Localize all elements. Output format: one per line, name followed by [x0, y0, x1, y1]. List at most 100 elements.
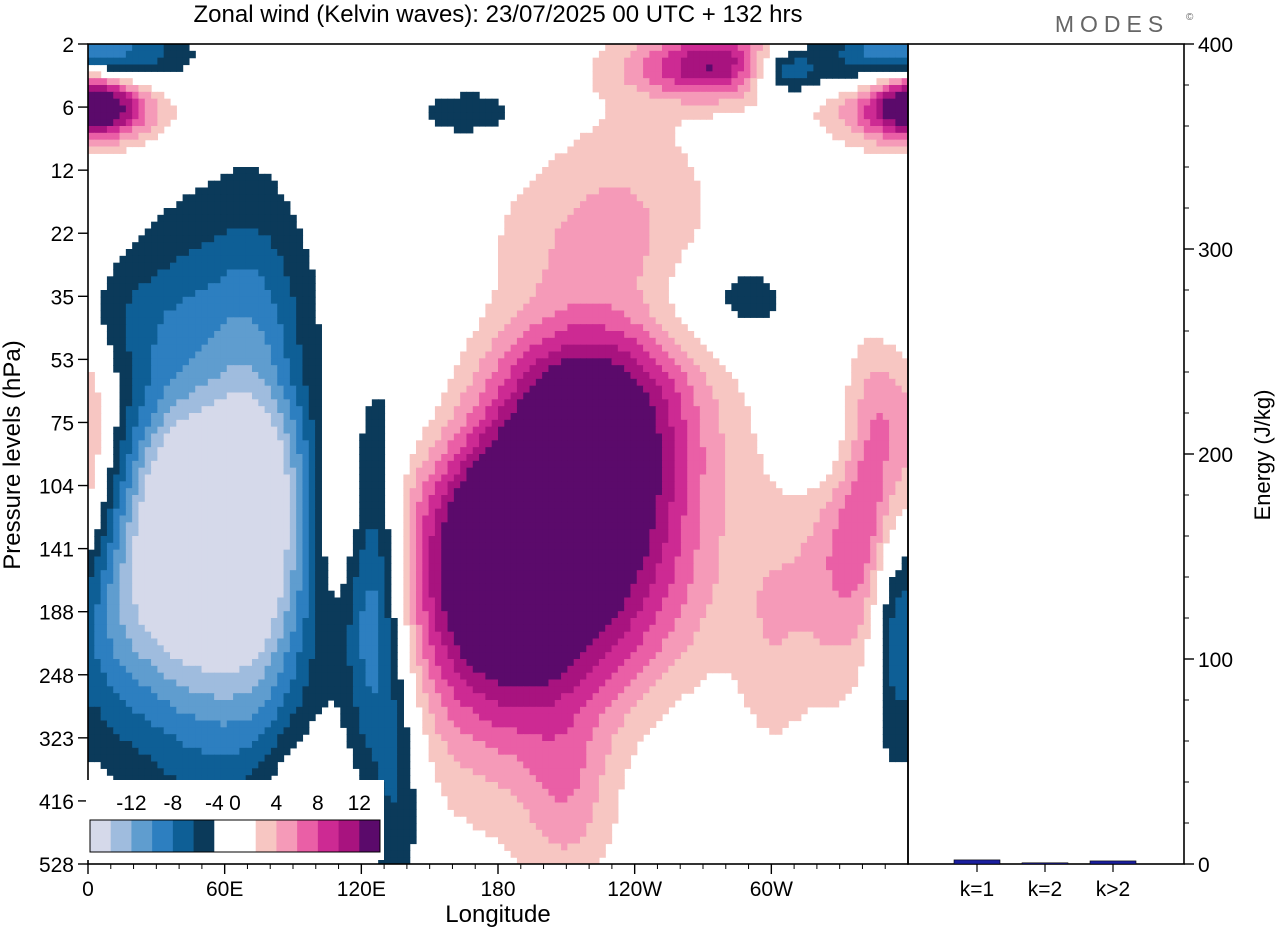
contour-cell — [699, 57, 707, 66]
contour-cell — [378, 481, 386, 489]
contour-cell — [586, 488, 594, 496]
contour-cell — [624, 78, 632, 86]
contour-cell — [838, 488, 846, 496]
contour-cell — [649, 495, 657, 503]
contour-cell — [718, 372, 726, 380]
contour-cell — [182, 372, 190, 380]
contour-cell — [699, 419, 707, 428]
contour-cell — [838, 44, 846, 52]
contour-cell — [624, 515, 632, 523]
contour-cell — [245, 180, 253, 189]
contour-cell — [157, 303, 165, 312]
contour-cell — [819, 71, 827, 79]
contour-cell — [535, 481, 543, 489]
contour-cell — [535, 208, 543, 216]
contour-cell — [100, 303, 108, 312]
contour-cell — [529, 392, 537, 400]
contour-cell — [428, 515, 436, 523]
contour-cell — [542, 358, 550, 366]
contour-cell — [857, 64, 865, 72]
contour-cell — [144, 126, 152, 134]
contour-cell — [826, 105, 833, 113]
contour-cell — [163, 331, 171, 339]
contour-cell — [239, 399, 247, 407]
contour-cell — [214, 501, 222, 510]
contour-cell — [756, 296, 764, 305]
contour-cell — [365, 460, 373, 469]
contour-cell — [460, 419, 468, 428]
contour-cell — [794, 508, 802, 517]
contour-cell — [895, 378, 903, 387]
contour-cell — [510, 344, 518, 353]
contour-cell — [542, 324, 550, 332]
contour-cell — [561, 344, 568, 353]
contour-cell — [693, 337, 701, 346]
contour-cell — [315, 324, 322, 332]
contour-cell — [151, 337, 158, 346]
contour-cell — [466, 385, 474, 394]
contour-cell — [182, 501, 190, 510]
contour-cell — [712, 91, 720, 100]
contour-cell — [611, 262, 619, 271]
contour-cell — [441, 447, 449, 455]
contour-cell — [182, 262, 190, 271]
contour-cell — [258, 426, 266, 435]
contour-cell — [655, 228, 663, 236]
contour-cell — [113, 501, 121, 510]
contour-cell — [750, 303, 758, 312]
contour-cell — [529, 228, 537, 236]
contour-cell — [611, 78, 619, 86]
contour-cell — [233, 481, 240, 489]
contour-cell — [245, 474, 253, 482]
contour-cell — [542, 194, 550, 202]
contour-cell — [655, 508, 663, 517]
contour-cell — [283, 331, 291, 339]
contour-cell — [132, 255, 140, 264]
contour-cell — [125, 501, 133, 510]
contour-cell — [617, 399, 625, 407]
contour-cell — [630, 146, 638, 154]
contour-cell — [605, 495, 613, 503]
contour-cell — [472, 119, 480, 127]
contour-cell — [592, 488, 600, 496]
contour-cell — [138, 337, 146, 346]
contour-cell — [132, 324, 140, 332]
contour-cell — [138, 365, 146, 373]
contour-cell — [100, 522, 108, 530]
contour-cell — [479, 515, 486, 523]
contour-cell — [870, 44, 878, 52]
contour-cell — [207, 283, 215, 291]
contour-cell — [365, 474, 373, 482]
contour-cell — [624, 57, 632, 66]
contour-cell — [296, 331, 304, 339]
contour-cell — [580, 303, 587, 312]
contour-cell — [718, 78, 726, 86]
contour-cell — [737, 501, 745, 510]
contour-cell — [876, 508, 884, 517]
contour-cell — [554, 501, 562, 510]
contour-cell — [870, 413, 878, 421]
contour-cell — [151, 303, 158, 312]
contour-cell — [674, 488, 682, 496]
contour-cell — [863, 481, 871, 489]
contour-cell — [523, 413, 531, 421]
contour-cell — [876, 132, 884, 141]
contour-cell — [226, 358, 234, 366]
contour-cell — [573, 419, 581, 428]
contour-cell — [863, 406, 871, 414]
contour-cell — [409, 515, 417, 523]
contour-cell — [649, 167, 657, 175]
contour-cell — [226, 447, 234, 455]
contour-cell — [447, 454, 455, 462]
contour-cell — [863, 105, 871, 113]
contour-cell — [542, 495, 550, 503]
contour-cell — [863, 392, 871, 400]
contour-cell — [113, 283, 121, 291]
contour-cell — [693, 460, 701, 469]
contour-cell — [365, 440, 373, 448]
contour-cell — [567, 372, 575, 380]
contour-cell — [567, 488, 575, 496]
contour-cell — [567, 201, 575, 209]
contour-cell — [838, 501, 846, 510]
contour-cell — [498, 495, 505, 503]
